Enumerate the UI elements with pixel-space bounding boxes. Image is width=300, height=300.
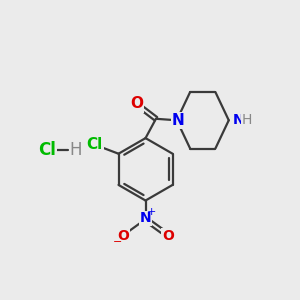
- Text: N: N: [232, 113, 244, 127]
- Text: Cl: Cl: [38, 141, 56, 159]
- Text: H: H: [241, 113, 252, 127]
- Text: O: O: [130, 96, 143, 111]
- Text: O: O: [117, 229, 129, 243]
- Text: N: N: [140, 212, 152, 225]
- Text: −: −: [112, 237, 122, 247]
- Text: N: N: [172, 113, 184, 128]
- Text: Cl: Cl: [87, 137, 103, 152]
- Text: +: +: [147, 207, 156, 217]
- Text: O: O: [162, 229, 174, 243]
- Text: H: H: [69, 141, 82, 159]
